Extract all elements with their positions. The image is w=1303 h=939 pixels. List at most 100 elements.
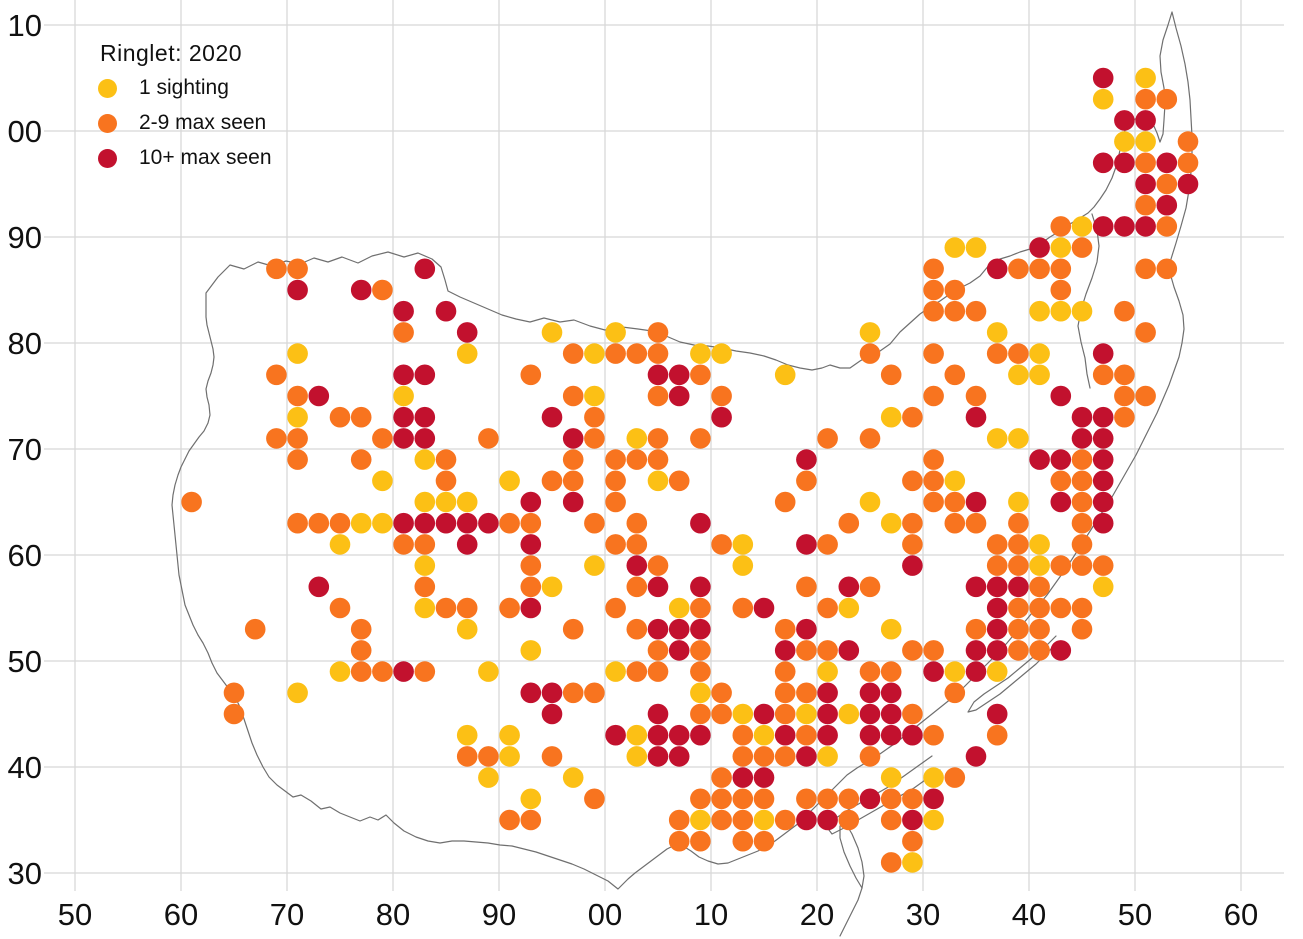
x-axis-tick-label: 10 <box>694 897 728 932</box>
sighting-dot <box>520 640 542 661</box>
sighting-dot <box>647 640 669 661</box>
sighting-dot <box>732 534 754 555</box>
legend-item-10-plus-max-seen: 10+ max seen <box>98 146 272 169</box>
sighting-dot <box>520 555 542 576</box>
sighting-dot <box>1008 555 1029 576</box>
sighting-dot <box>1114 406 1135 428</box>
sighting-dot <box>223 682 245 704</box>
yellow-dot-icon <box>98 78 117 98</box>
red-dot-icon <box>98 148 117 168</box>
sighting-dot <box>986 576 1008 598</box>
sighting-dot <box>626 512 648 534</box>
sighting-dot <box>944 682 966 704</box>
sighting-dot <box>944 364 966 386</box>
sighting-dot <box>732 746 754 767</box>
sighting-dot <box>1114 131 1135 152</box>
sighting-dot <box>329 661 351 682</box>
sighting-dot <box>1050 470 1072 492</box>
sighting-dot <box>944 491 966 513</box>
legend-item-1-sighting: 1 sighting <box>98 76 272 99</box>
sighting-dot <box>986 534 1008 555</box>
sighting-dot <box>880 724 902 746</box>
sighting-dot <box>647 322 669 343</box>
sighting-dot <box>838 809 860 831</box>
sighting-dot <box>1156 152 1178 174</box>
sighting-dot <box>668 640 690 661</box>
sighting-dot <box>817 703 838 725</box>
sighting-dot <box>902 534 923 555</box>
sighting-dot <box>393 322 414 343</box>
sighting-dot <box>796 449 817 470</box>
sighting-dot <box>880 364 902 386</box>
sighting-dot <box>520 534 542 555</box>
sighting-dot <box>499 809 520 831</box>
sighting-dot <box>1029 534 1050 555</box>
legend-item-label: 10+ max seen <box>139 146 272 169</box>
sighting-dot <box>753 830 775 852</box>
sighting-dot <box>520 364 542 386</box>
sighting-dot <box>1029 364 1050 386</box>
sighting-dot <box>584 555 605 576</box>
sighting-dot <box>350 661 372 682</box>
sighting-dot <box>350 449 372 470</box>
sighting-dot <box>690 640 711 661</box>
sighting-dot <box>329 534 351 555</box>
sighting-dot <box>880 618 902 640</box>
sighting-dot <box>1092 491 1114 513</box>
sighting-dot <box>605 534 626 555</box>
sighting-dot <box>266 428 287 449</box>
sighting-dot <box>965 618 987 640</box>
river-estuary-line <box>967 635 1057 713</box>
sighting-dot <box>711 406 732 428</box>
sighting-dot <box>1156 88 1178 110</box>
legend: Ringlet: 2020 1 sighting 2-9 max seen 10… <box>98 40 272 182</box>
sighting-dot <box>584 406 605 428</box>
x-axis-tick-label: 90 <box>482 897 516 932</box>
sighting-dot <box>753 724 775 746</box>
sighting-dot <box>838 640 860 661</box>
sighting-dot <box>817 724 838 746</box>
sighting-dot <box>1135 258 1156 280</box>
sighting-dot <box>1092 67 1114 89</box>
sighting-dot <box>584 788 605 810</box>
sighting-dot <box>923 279 944 301</box>
sighting-dot <box>880 703 902 725</box>
sighting-dot <box>584 385 605 407</box>
sighting-dot <box>965 640 987 661</box>
sighting-dot <box>266 364 287 386</box>
sighting-dot <box>796 534 817 555</box>
sighting-dot <box>626 576 648 598</box>
sighting-dot <box>647 343 669 364</box>
sighting-dot <box>414 258 436 280</box>
sighting-dot <box>1071 512 1093 534</box>
sighting-dot <box>774 746 796 767</box>
x-axis-tick-label: 80 <box>376 897 410 932</box>
sighting-dot <box>1092 364 1114 386</box>
sighting-dot <box>859 788 881 810</box>
sighting-dot <box>520 682 542 704</box>
sighting-dot <box>923 788 944 810</box>
sighting-dot <box>605 661 626 682</box>
sighting-dot <box>986 618 1008 640</box>
sighting-dot <box>647 555 669 576</box>
sighting-dot <box>287 385 308 407</box>
sighting-dot <box>986 343 1008 364</box>
sighting-dot <box>1135 152 1156 174</box>
sighting-dot <box>350 406 372 428</box>
sighting-dot <box>774 618 796 640</box>
sighting-dot <box>1071 534 1093 555</box>
sighting-dot <box>647 449 669 470</box>
sighting-dot <box>541 322 563 343</box>
sighting-dot <box>965 406 987 428</box>
sighting-dot <box>859 322 881 343</box>
sighting-dot <box>1029 555 1050 576</box>
sighting-dot <box>647 724 669 746</box>
sighting-dot <box>647 576 669 598</box>
sighting-dot <box>562 428 584 449</box>
sighting-dot <box>1050 597 1072 619</box>
sighting-dot <box>944 767 966 788</box>
sighting-dot <box>329 597 351 619</box>
sighting-dot <box>393 512 414 534</box>
sighting-dot <box>435 597 457 619</box>
sighting-dot <box>1177 152 1199 174</box>
